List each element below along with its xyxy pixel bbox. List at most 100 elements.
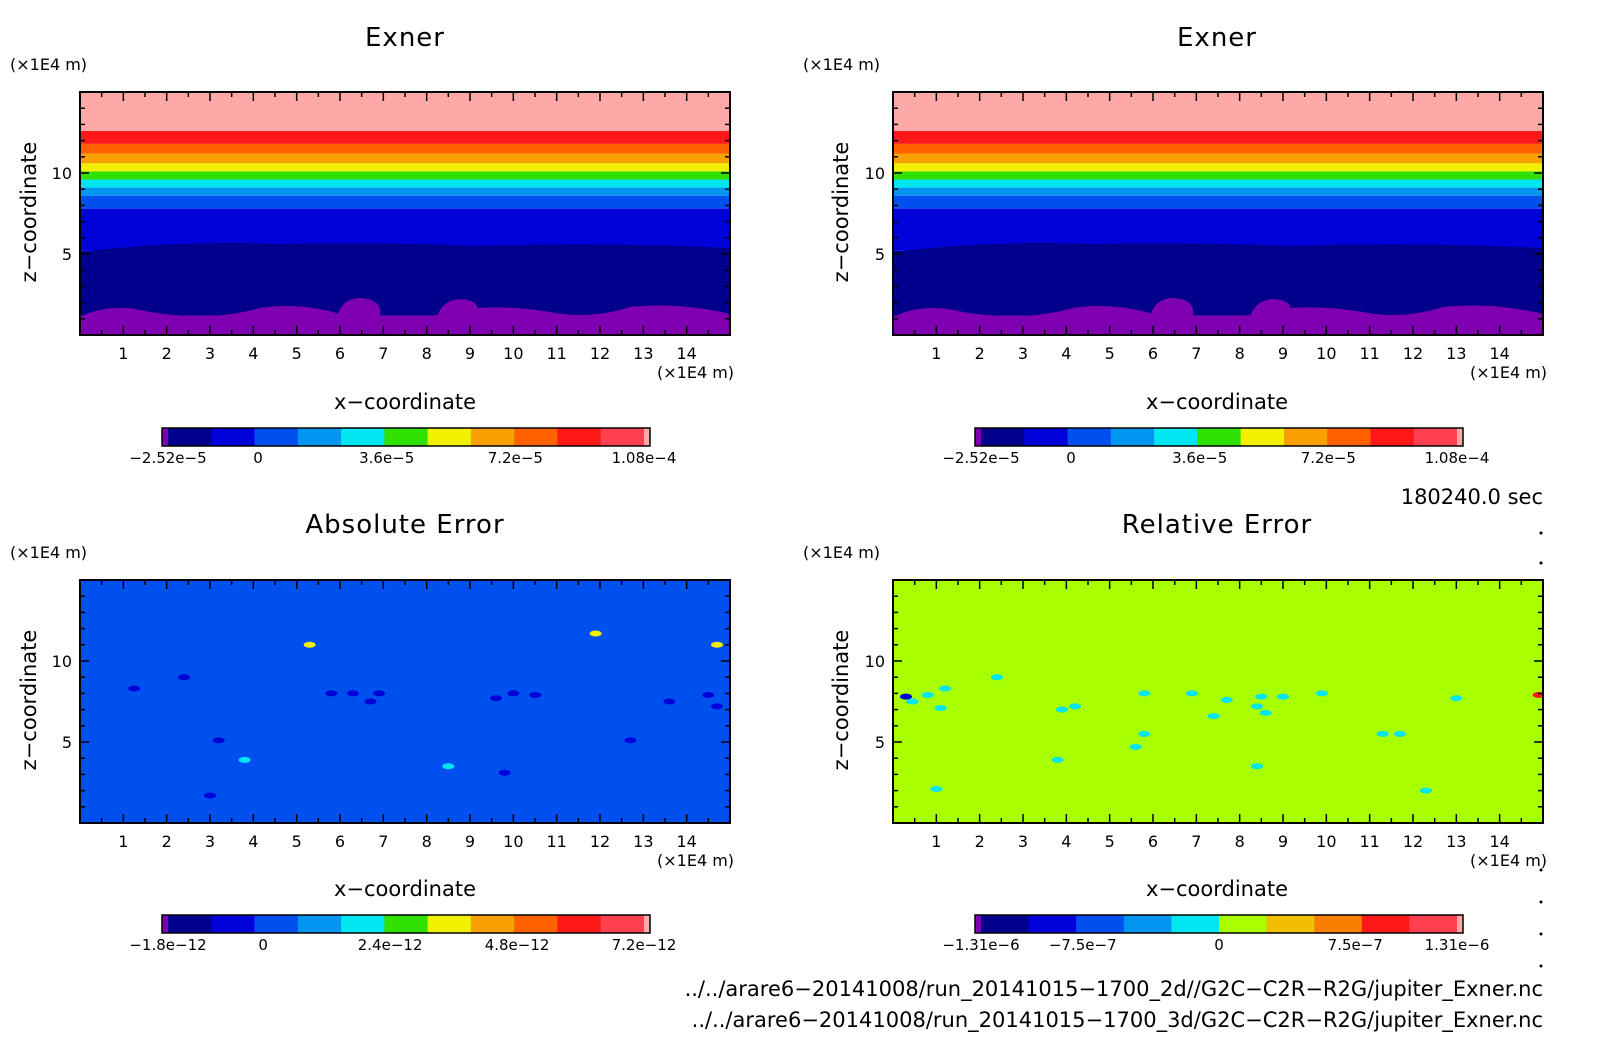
colorbar-segment (168, 428, 212, 446)
edge-dot (1539, 868, 1543, 872)
x-ticks: 1 2 3 4 5 6 7 8 9 10 11 12 13 14 (100, 92, 710, 363)
error-spot (490, 695, 502, 702)
error-spot (178, 674, 190, 681)
colorbar-segment (1457, 915, 1463, 933)
y-tick-label: 10 (52, 652, 72, 671)
colorbar-segment (1067, 428, 1112, 446)
x-axis-label: x−coordinate (334, 390, 476, 414)
contour-band (893, 187, 1543, 196)
bottom-features (893, 243, 1543, 335)
error-spots (128, 630, 723, 799)
field-background (80, 580, 730, 823)
y-axis-label: z−coordinate (829, 630, 853, 771)
error-spot (442, 763, 455, 770)
colorbar-segment (427, 915, 472, 933)
error-spot (921, 692, 934, 699)
y-tick-label: 10 (865, 652, 885, 671)
colorbar-segment (1240, 428, 1285, 446)
error-spot (711, 703, 723, 710)
colorbar-segment (297, 428, 342, 446)
error-spot (238, 756, 251, 763)
y-ticks: 5 10 (52, 595, 730, 808)
time-label: 180240.0 sec (1401, 485, 1543, 509)
purple-blob-2 (1251, 299, 1291, 328)
bottom-purple-wave (80, 305, 730, 335)
x-tick-label: 11 (1359, 344, 1379, 363)
plot-area: 1 2 3 4 5 6 7 8 9 10 11 12 13 14 510 (52, 91, 731, 363)
colorbar-segment (1266, 915, 1315, 933)
x-tick-label: 5 (1105, 832, 1115, 851)
x-tick-label: 10 (1316, 832, 1336, 851)
x-tick-label: 11 (546, 344, 566, 363)
x-tick-label: 3 (1018, 832, 1028, 851)
error-spot (934, 704, 947, 711)
edge-dot (1539, 932, 1543, 936)
purple-blob-1 (338, 298, 381, 328)
x-tick-label: 10 (503, 832, 523, 851)
edge-dots (1539, 531, 1543, 968)
colorbar-tick-label: 2.4e−12 (358, 936, 423, 954)
x-tick-label: 13 (1446, 344, 1466, 363)
error-spot (212, 737, 225, 744)
contour-band (80, 130, 730, 144)
colorbar-segment (975, 428, 981, 446)
error-spot (589, 630, 602, 637)
x-ticks: 1 2 3 4 5 6 7 8 9 10 11 12 13 14 (913, 92, 1523, 363)
error-spot (930, 785, 943, 792)
colorbar-tick-label: 4.8e−12 (485, 936, 550, 954)
error-spot (498, 769, 511, 776)
x-tick-label: 14 (1489, 832, 1509, 851)
colorbar: −1.8e−12 0 2.4e−12 4.8e−12 7.2e−12 (129, 914, 676, 954)
colorbar-tick-label: 0 (1066, 449, 1076, 467)
colorbar-segment (1219, 915, 1268, 933)
colorbar-segment (644, 428, 650, 446)
error-spot (1316, 690, 1328, 697)
panel-title: Relative Error (1122, 510, 1313, 540)
error-spot (507, 690, 520, 697)
colorbar-segment (162, 915, 168, 933)
x-tick-label: 2 (162, 832, 172, 851)
y-axis-label: z−coordinate (829, 142, 853, 283)
x-tick-label: 8 (422, 832, 432, 851)
error-spot (1376, 730, 1389, 737)
contour-band (80, 171, 730, 180)
error-spot (1138, 730, 1151, 737)
colorbar-segment (1028, 915, 1077, 933)
contour-band (80, 143, 730, 154)
navy-bump (893, 243, 1543, 256)
purple-blob-1 (1151, 298, 1194, 328)
x-tick-label: 11 (1359, 832, 1379, 851)
y-tick-label: 5 (62, 245, 72, 264)
colorbar-segment (1197, 428, 1242, 446)
x-tick-label: 1 (118, 832, 128, 851)
colorbar-segment (341, 915, 385, 933)
contour-band (893, 250, 1543, 316)
y-unit-label: (×1E4 m) (10, 55, 87, 74)
error-spot (1186, 690, 1198, 697)
x-tick-label: 13 (1446, 832, 1466, 851)
colorbar-tick-label: −1.31e−6 (942, 936, 1019, 954)
x-tick-label: 3 (205, 832, 215, 851)
y-tick-label: 5 (875, 733, 885, 752)
x-tick-label: 1 (931, 344, 941, 363)
x-tick-label: 11 (546, 832, 566, 851)
footer-path-3d: ../../arare6−20141008/run_20141015−1700_… (692, 1008, 1543, 1033)
contour-layers (80, 92, 730, 335)
error-spot (1220, 696, 1233, 703)
colorbar-segment (254, 915, 299, 933)
error-spot (939, 685, 951, 692)
x-unit-label: (×1E4 m) (1470, 851, 1547, 870)
error-spot (1251, 703, 1263, 710)
x-tick-label: 12 (1403, 344, 1423, 363)
y-axis-label: z−coordinate (17, 142, 41, 283)
colorbar-segment (1361, 915, 1410, 933)
colorbar-segment (981, 915, 1030, 933)
x-tick-label: 9 (465, 832, 475, 851)
bottom-features (80, 243, 730, 335)
colorbar-segment (1024, 428, 1069, 446)
colorbar-segment (470, 915, 515, 933)
colorbar-tick-label: −2.52e−5 (942, 449, 1019, 467)
colorbar-segment (1457, 428, 1463, 446)
colorbar-segment (384, 428, 429, 446)
